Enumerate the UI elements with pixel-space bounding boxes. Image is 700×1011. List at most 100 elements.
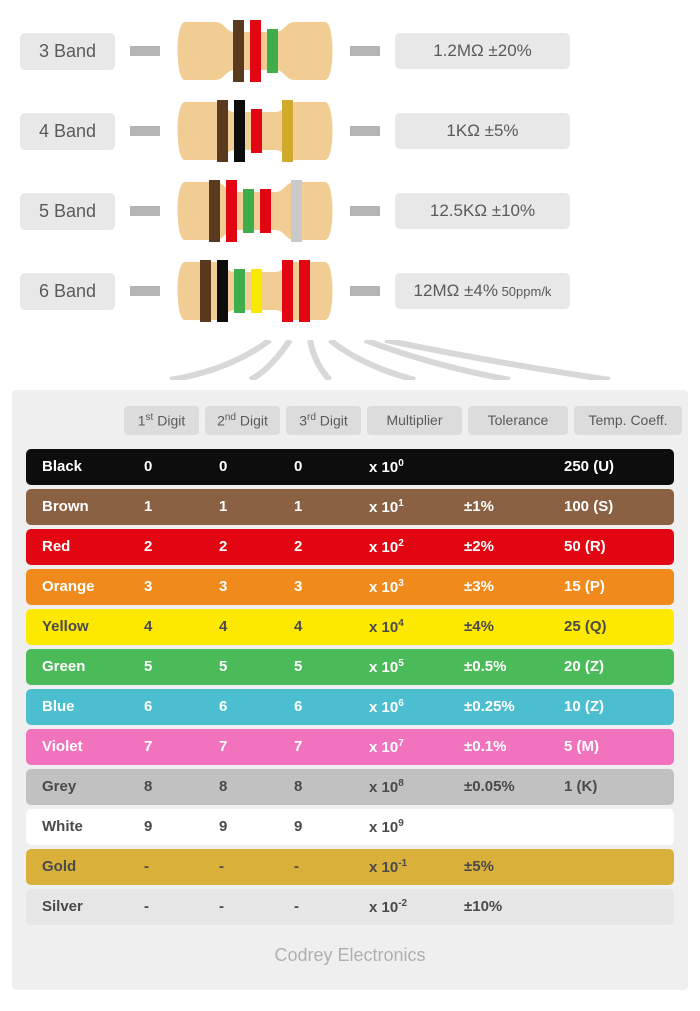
digit-3: - [294, 898, 369, 915]
tolerance: ±10% [464, 898, 564, 915]
lead-wire [130, 46, 160, 56]
digit-1: - [144, 858, 219, 875]
color-band [233, 20, 244, 82]
digit-3: 7 [294, 738, 369, 755]
resistor-row: 5 Band 12.5KΩ ±10% [20, 180, 680, 242]
temp-coeff: 5 (M) [564, 738, 672, 755]
digit-3: 4 [294, 618, 369, 635]
column-header: 1st Digit [124, 406, 199, 435]
digit-2: 4 [219, 618, 294, 635]
column-header: Tolerance [468, 406, 568, 435]
digit-3: 0 [294, 458, 369, 475]
color-band [251, 269, 262, 312]
digit-2: 8 [219, 778, 294, 795]
multiplier: x 105 [369, 658, 464, 676]
digit-3: 5 [294, 658, 369, 675]
color-row-black: Black000x 100250 (U) [26, 449, 674, 485]
band-count-label: 3 Band [20, 33, 115, 70]
digit-3: - [294, 858, 369, 875]
digit-3: 8 [294, 778, 369, 795]
tolerance: ±2% [464, 538, 564, 555]
resistor-row: 4 Band 1KΩ ±5% [20, 100, 680, 162]
color-band [209, 180, 220, 242]
digit-1: 9 [144, 818, 219, 835]
digit-3: 1 [294, 498, 369, 515]
color-row-blue: Blue666x 106±0.25%10 (Z) [26, 689, 674, 725]
color-name: Blue [34, 698, 144, 715]
resistor-value: 1KΩ ±5% [395, 113, 570, 149]
digit-3: 6 [294, 698, 369, 715]
color-row-yellow: Yellow444x 104±4%25 (Q) [26, 609, 674, 645]
color-row-violet: Violet777x 107±0.1%5 (M) [26, 729, 674, 765]
multiplier: x 100 [369, 458, 464, 476]
color-name: Grey [34, 778, 144, 795]
color-band [282, 100, 293, 162]
digit-2: 6 [219, 698, 294, 715]
color-band [217, 260, 228, 322]
color-row-red: Red222x 102±2%50 (R) [26, 529, 674, 565]
digit-1: 2 [144, 538, 219, 555]
color-row-grey: Grey888x 108±0.05%1 (K) [26, 769, 674, 805]
digit-1: 3 [144, 578, 219, 595]
color-band [251, 109, 262, 152]
color-band [234, 269, 245, 312]
color-name: Violet [34, 738, 144, 755]
multiplier: x 106 [369, 698, 464, 716]
color-row-green: Green555x 105±0.5%20 (Z) [26, 649, 674, 685]
resistor-body [175, 180, 335, 242]
color-band [282, 260, 293, 322]
color-row-orange: Orange333x 103±3%15 (P) [26, 569, 674, 605]
lead-wire [130, 206, 160, 216]
lead-wire [350, 126, 380, 136]
digit-2: 0 [219, 458, 294, 475]
band-count-label: 4 Band [20, 113, 115, 150]
resistor-row: 6 Band 12MΩ ±4% 50ppm/k [20, 260, 680, 322]
color-band [250, 20, 261, 82]
column-header: 3rd Digit [286, 406, 361, 435]
multiplier: x 109 [369, 818, 464, 836]
color-name: Black [34, 458, 144, 475]
lead-wire [130, 126, 160, 136]
connector-lines [0, 350, 700, 390]
color-band [243, 189, 254, 232]
digit-1: 6 [144, 698, 219, 715]
digit-2: 2 [219, 538, 294, 555]
temp-coeff: 250 (U) [564, 458, 672, 475]
color-name: Orange [34, 578, 144, 595]
multiplier: x 101 [369, 498, 464, 516]
digit-2: - [219, 898, 294, 915]
digit-2: 5 [219, 658, 294, 675]
tolerance: ±1% [464, 498, 564, 515]
color-band [291, 180, 302, 242]
temp-coeff: 100 (S) [564, 498, 672, 515]
resistor-body [175, 20, 335, 82]
color-name: Yellow [34, 618, 144, 635]
band-count-label: 6 Band [20, 273, 115, 310]
color-name: Brown [34, 498, 144, 515]
temp-coeff: 20 (Z) [564, 658, 672, 675]
footer-credit: Codrey Electronics [26, 945, 674, 966]
color-code-panel: 1st Digit2nd Digit3rd DigitMultiplierTol… [12, 390, 688, 990]
digit-1: 1 [144, 498, 219, 515]
color-band [260, 189, 271, 232]
tolerance: ±0.05% [464, 778, 564, 795]
digit-1: 0 [144, 458, 219, 475]
resistor-value: 12MΩ ±4% 50ppm/k [395, 273, 570, 309]
column-header: Multiplier [367, 406, 462, 435]
digit-3: 2 [294, 538, 369, 555]
color-band [226, 180, 237, 242]
band-count-label: 5 Band [20, 193, 115, 230]
digit-1: 8 [144, 778, 219, 795]
resistor-body [175, 100, 335, 162]
color-name: Green [34, 658, 144, 675]
color-name: Red [34, 538, 144, 555]
digit-2: 9 [219, 818, 294, 835]
digit-2: 3 [219, 578, 294, 595]
color-band [217, 100, 228, 162]
digit-1: 7 [144, 738, 219, 755]
digit-1: 4 [144, 618, 219, 635]
multiplier: x 10-1 [369, 858, 464, 876]
color-band [200, 260, 211, 322]
tolerance: ±0.5% [464, 658, 564, 675]
resistor-value: 1.2MΩ ±20% [395, 33, 570, 69]
